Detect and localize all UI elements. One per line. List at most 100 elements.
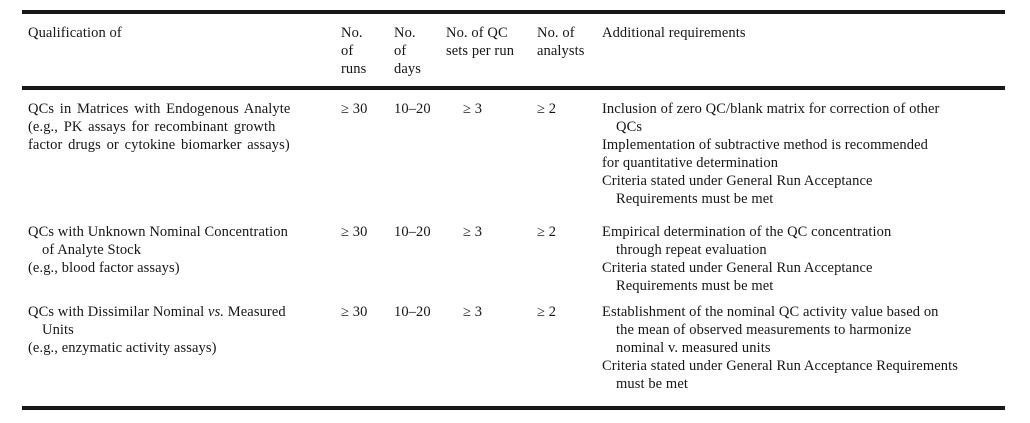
header-cell-qc-sets: No. of QC sets per run [446, 24, 537, 78]
cell-line: for quantitative determination [602, 154, 1005, 172]
text-segment: ≥ 2 [537, 224, 557, 240]
header-cell-days: No. of days [394, 24, 446, 78]
text-segment: ≥ 3 [463, 224, 483, 240]
header-cell-additional: Additional requirements [602, 24, 1005, 78]
text-segment: No. [394, 25, 416, 41]
text-segment: ≥ 30 [341, 224, 368, 240]
analysts-cell: ≥ 2 [537, 100, 602, 208]
text-segment: Inclusion of zero QC/blank matrix for co… [602, 101, 940, 117]
cell-line: analysts [537, 42, 602, 60]
text-segment: Measured [224, 304, 286, 320]
text-segment: Requirements must be met [616, 278, 774, 294]
table-row: QCs with Dissimilar Nominal vs. Measured… [22, 303, 1005, 393]
text-segment: runs [341, 61, 367, 77]
text-segment: ≥ 2 [537, 304, 557, 320]
qc-sets-cell: ≥ 3 [446, 223, 537, 295]
italic-text: vs. [208, 304, 225, 320]
text-segment: through repeat evaluation [616, 242, 767, 258]
table-row: QCs in Matrices with Endogenous Analyte (… [22, 100, 1005, 208]
cell-line: No. [394, 24, 446, 42]
requirements-cell: Empirical determination of the QC concen… [602, 223, 1005, 295]
table-body: QCs in Matrices with Endogenous Analyte (… [22, 90, 1005, 406]
cell-line: Criteria stated under General Run Accept… [602, 172, 1005, 190]
text-segment: Criteria stated under General Run Accept… [602, 173, 873, 189]
cell-line: Criteria stated under General Run Accept… [602, 259, 1005, 277]
text-segment: (e.g., blood factor assays) [28, 260, 180, 276]
text-segment: ≥ 3 [463, 101, 483, 117]
text-segment: the mean of observed measurements to har… [616, 322, 912, 338]
cell-line: ≥ 30 [341, 100, 394, 118]
cell-line: nominal v. measured units [602, 339, 1005, 357]
cell-line: ≥ 30 [341, 223, 394, 241]
header-cell-qualification: Qualification of [22, 24, 341, 78]
text-segment: 10–20 [394, 101, 431, 117]
text-segment: No. of QC [446, 25, 508, 41]
cell-line: Empirical determination of the QC concen… [602, 223, 1005, 241]
cell-line: Inclusion of zero QC/blank matrix for co… [602, 100, 1005, 118]
text-segment: (e.g., PK assays for recombinant growth [28, 119, 276, 135]
cell-line: ≥ 30 [341, 303, 394, 321]
text-segment: factor drugs or cytokine biomarker assay… [28, 137, 290, 153]
cell-line: ≥ 3 [463, 223, 537, 241]
text-segment: Implementation of subtractive method is … [602, 137, 929, 153]
cell-line: the mean of observed measurements to har… [602, 321, 1005, 339]
text-segment: Establishment of the nominal QC activity… [602, 304, 939, 320]
cell-line: (e.g., PK assays for recombinant growth [28, 118, 331, 136]
text-segment: of [341, 43, 354, 59]
text-segment: Requirements must be met [616, 191, 774, 207]
cell-line: ≥ 3 [463, 303, 537, 321]
cell-line: QCs with Unknown Nominal Concentration [28, 223, 331, 241]
cell-line: of Analyte Stock [28, 241, 331, 259]
text-segment: ≥ 30 [341, 304, 368, 320]
runs-cell: ≥ 30 [341, 303, 394, 393]
analysts-cell: ≥ 2 [537, 223, 602, 295]
qualification-cell: QCs in Matrices with Endogenous Analyte (… [22, 100, 341, 208]
text-segment: ≥ 2 [537, 101, 557, 117]
days-cell: 10–20 [394, 303, 446, 393]
cell-line: factor drugs or cytokine biomarker assay… [28, 136, 331, 154]
cell-line: QCs [602, 118, 1005, 136]
text-segment: of Analyte Stock [42, 242, 142, 258]
cell-line: must be met [602, 375, 1005, 393]
text-segment: QCs with Unknown Nominal Concentration [28, 224, 288, 240]
cell-line: No. [341, 24, 394, 42]
text-segment: ≥ 3 [463, 304, 483, 320]
text-segment: No. of [537, 25, 575, 41]
text-segment: (e.g., enzymatic activity assays) [28, 340, 217, 356]
text-segment: analysts [537, 43, 585, 59]
table-header-row: Qualification of No. of runs No. of days No. of… [22, 14, 1005, 86]
text-segment: No. [341, 25, 363, 41]
text-segment: Criteria stated under General Run Accept… [602, 260, 873, 276]
cell-line: No. of [537, 24, 602, 42]
text-segment: Additional requirements [602, 25, 746, 41]
table-header-rule [22, 86, 1005, 90]
cell-line: ≥ 2 [537, 100, 602, 118]
analysts-cell: ≥ 2 [537, 303, 602, 393]
cell-line: 10–20 [394, 223, 446, 241]
cell-line: (e.g., blood factor assays) [28, 259, 331, 277]
cell-line: runs [341, 60, 394, 78]
text-segment: QCs in Matrices with Endogenous Analyte [28, 101, 291, 117]
cell-line: Criteria stated under General Run Accept… [602, 357, 1005, 375]
text-segment: Criteria stated under General Run Accept… [602, 358, 958, 374]
cell-line: Requirements must be met [602, 190, 1005, 208]
cell-line: Implementation of subtractive method is … [602, 136, 1005, 154]
text-segment: ≥ 30 [341, 101, 368, 117]
qc-sets-cell: ≥ 3 [446, 100, 537, 208]
cell-line: of [341, 42, 394, 60]
cell-line: ≥ 3 [463, 100, 537, 118]
requirements-cell: Inclusion of zero QC/blank matrix for co… [602, 100, 1005, 208]
cell-line: 10–20 [394, 100, 446, 118]
text-segment: 10–20 [394, 224, 431, 240]
text-segment: 10–20 [394, 304, 431, 320]
runs-cell: ≥ 30 [341, 100, 394, 208]
cell-line: QCs in Matrices with Endogenous Analyte [28, 100, 331, 118]
table-bottom-rule [22, 406, 1005, 410]
days-cell: 10–20 [394, 100, 446, 208]
text-segment: QCs [616, 119, 643, 135]
runs-cell: ≥ 30 [341, 223, 394, 295]
qc-sets-cell: ≥ 3 [446, 303, 537, 393]
cell-line: ≥ 2 [537, 223, 602, 241]
cell-line: 10–20 [394, 303, 446, 321]
